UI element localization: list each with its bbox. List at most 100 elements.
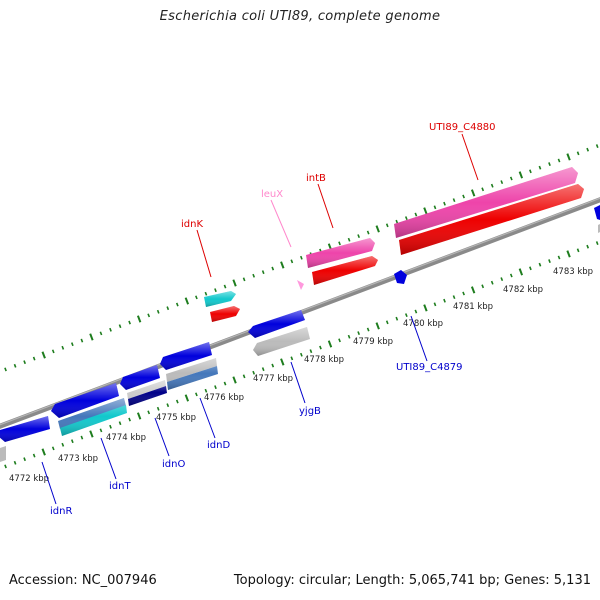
gene-intB-red [312,256,378,285]
gene-label-leuX: leuX [261,189,283,200]
tick-mark [395,219,399,224]
tick-mark [271,363,275,368]
tick-mark [232,376,237,384]
tick-mark [13,363,17,368]
gene-idnD-cds [160,342,212,370]
tick-mark [261,367,265,372]
tick-mark [404,313,408,318]
tick-mark [156,406,160,411]
tick-mark [462,291,465,296]
tick-mark [136,412,142,420]
scale-label: 4779 kbp [353,337,393,347]
tick-mark [433,302,437,307]
tick-mark [338,241,341,246]
gene-label-idnT: idnT [109,481,131,492]
gene-yjgB-grey [253,327,310,356]
tick-mark [271,266,275,271]
tick-mark [242,374,246,379]
tick-mark [223,284,227,289]
tick-mark [214,288,217,293]
tick-mark [184,394,190,402]
tick-mark [166,403,170,408]
tick-mark [290,259,294,264]
tick-mark [423,207,428,215]
tick-mark [32,453,36,458]
tick-mark [61,442,65,447]
tick-mark [366,327,370,332]
tick-mark [595,241,599,246]
tick-mark [375,322,380,330]
tick-mark [223,381,227,386]
tick-mark [51,446,55,451]
gene-label-yjgB: yjgB [299,406,321,417]
tick-mark [136,315,142,323]
tick-mark [490,280,494,285]
tick-mark [156,309,160,314]
tick-mark [414,212,418,217]
forward-features [204,167,584,322]
tick-mark [518,268,524,276]
tick-mark [538,262,542,267]
tick-mark [595,144,599,149]
tick-mark [41,351,46,359]
tick-mark [23,457,26,462]
outer-tick-track [4,144,599,372]
tick-mark [13,460,17,465]
tick-mark [195,392,198,397]
tick-mark [347,237,351,242]
gene-left-edge-grey [0,446,6,462]
scale-label: 4775 kbp [156,413,196,423]
tick-mark [175,302,179,307]
tick-mark [443,298,446,303]
tick-mark [261,270,265,275]
tick-mark [80,338,84,343]
tick-mark [529,169,532,174]
reverse-features [0,205,600,462]
tick-mark [414,309,418,314]
gene-label-idnO: idnO [162,459,185,470]
tick-mark [347,334,351,339]
scale-label: 4780 kbp [403,319,443,329]
tick-mark [89,430,94,438]
tick-mark [357,234,360,239]
tick-mark [338,338,341,343]
tick-mark [109,424,112,429]
scale-label: 4774 kbp [106,433,146,443]
tick-mark [375,225,380,233]
tick-mark [290,356,294,361]
tick-mark [280,261,285,269]
tick-mark [385,223,389,228]
gene-label-idnR: idnR [50,506,72,517]
gene-idnO-band [127,379,167,406]
tick-mark [548,259,551,264]
gene-UTI89_C4880-pink [394,167,578,238]
tick-mark [319,345,322,350]
tick-mark [470,189,476,197]
tick-mark [404,216,408,221]
tick-mark [395,316,399,321]
tick-mark [204,291,208,296]
tick-mark [529,266,532,271]
gene-idnK-cds [210,306,240,322]
accession-text: Accession: NC_007946 [9,573,157,588]
tick-mark [490,183,494,188]
tick-mark [481,187,485,192]
tick-mark [538,165,542,170]
tick-mark [232,279,237,287]
tick-mark [214,385,217,390]
tick-mark [195,295,198,300]
scale-label: 4778 kbp [304,355,344,365]
tick-mark [252,370,256,375]
tick-mark [51,349,55,354]
gene-idnD-band [166,357,218,390]
tick-mark [80,435,84,440]
gene-intB-pink [306,238,375,268]
tick-mark [566,153,571,161]
tick-mark [300,255,303,260]
gene-label-idnD: idnD [207,440,230,451]
gene-idnT-cds [51,383,119,418]
gene-idnO-cds [120,365,160,390]
tick-mark [166,306,170,311]
tick-mark [204,388,208,393]
scale-label: 4776 kbp [204,393,244,403]
